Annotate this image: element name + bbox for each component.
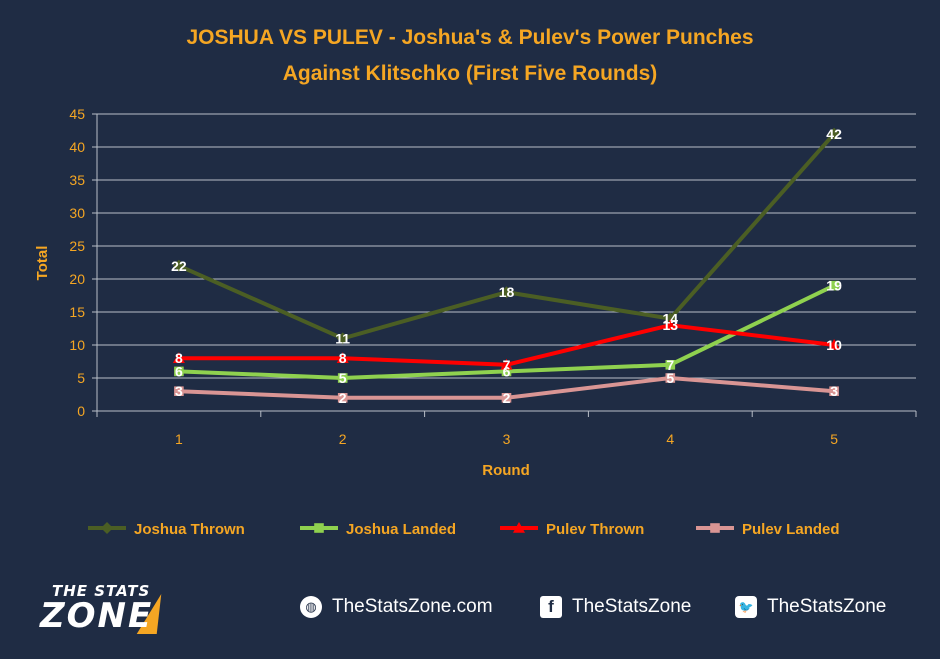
y-tick-label: 25 xyxy=(69,238,85,254)
data-point xyxy=(500,286,513,299)
data-point xyxy=(665,373,676,383)
y-tick-label: 15 xyxy=(69,304,85,320)
facebook-link[interactable]: f TheStatsZone xyxy=(540,596,691,618)
data-point xyxy=(501,366,512,377)
data-point xyxy=(829,386,839,396)
y-tick-label: 5 xyxy=(77,370,85,386)
data-point xyxy=(500,358,513,370)
data-label: 8 xyxy=(339,350,347,366)
data-label: 6 xyxy=(503,363,511,379)
y-tick-label: 20 xyxy=(69,271,85,287)
x-tick-label: 3 xyxy=(503,431,511,447)
chart-title-line2: Against Klitschko (First Five Rounds) xyxy=(283,62,658,85)
legend-entry: Pulev Thrown xyxy=(546,521,644,538)
twitter-icon: 🐦 xyxy=(735,596,757,618)
globe-icon: ◍ xyxy=(300,596,322,618)
y-axis-ticks: 0 5 10 15 20 25 30 35 40 45 xyxy=(69,106,85,419)
data-point xyxy=(829,280,839,291)
legend-entry: Joshua Landed xyxy=(346,521,456,538)
data-label: 42 xyxy=(826,126,842,142)
legend-marker xyxy=(710,523,720,533)
legend: Joshua Thrown Joshua Landed Pulev Thrown Pu… xyxy=(88,521,840,538)
facebook-text: TheStatsZone xyxy=(572,596,692,617)
y-axis-title: Total xyxy=(34,246,51,281)
website-text: TheStatsZone.com xyxy=(332,596,493,617)
series-lines xyxy=(172,127,841,403)
data-point xyxy=(336,332,349,345)
y-tick-label: 45 xyxy=(69,106,85,122)
legend-entry: Pulev Landed xyxy=(742,521,840,538)
data-label: 22 xyxy=(171,258,187,274)
website-link[interactable]: ◍ TheStatsZone.com xyxy=(300,596,493,618)
data-point xyxy=(828,339,841,350)
data-label: 2 xyxy=(339,390,347,406)
data-point xyxy=(664,319,677,330)
data-point xyxy=(664,312,677,325)
data-point xyxy=(336,352,349,363)
chart-title-line1: JOSHUA VS PULEV - Joshua's & Pulev's Pow… xyxy=(186,26,753,49)
y-tick-label: 40 xyxy=(69,139,85,155)
data-label: 11 xyxy=(335,330,350,346)
data-point xyxy=(174,386,184,396)
y-tick-label: 10 xyxy=(69,337,85,353)
stats-zone-logo: THE STATS ZONE xyxy=(40,580,210,640)
y-tick-label: 35 xyxy=(69,172,85,188)
chart: JOSHUA VS PULEV - Joshua's & Pulev's Pow… xyxy=(34,26,917,538)
data-label: 10 xyxy=(826,337,842,353)
data-label: 5 xyxy=(666,370,674,386)
data-label: 7 xyxy=(503,357,511,373)
x-axis-title: Round xyxy=(482,462,529,479)
data-point xyxy=(828,127,841,140)
x-tick-label: 4 xyxy=(666,431,674,447)
data-point xyxy=(172,352,185,363)
legend-marker xyxy=(513,522,525,533)
data-point xyxy=(501,393,512,403)
facebook-icon: f xyxy=(540,596,562,618)
twitter-text: TheStatsZone xyxy=(767,596,887,617)
twitter-link[interactable]: 🐦 TheStatsZone xyxy=(735,596,886,618)
data-label: 3 xyxy=(830,383,838,399)
legend-marker xyxy=(314,523,324,533)
gridlines xyxy=(92,113,917,417)
x-tick-label: 5 xyxy=(830,431,838,447)
data-label: 8 xyxy=(175,350,183,366)
logo-top-text: THE STATS xyxy=(52,582,151,600)
data-label: 19 xyxy=(826,278,842,294)
data-point xyxy=(337,373,348,383)
data-label: 2 xyxy=(503,390,511,406)
data-label: 5 xyxy=(339,370,347,386)
data-label: 14 xyxy=(663,311,679,327)
x-tick-label: 1 xyxy=(175,431,183,447)
y-tick-label: 30 xyxy=(69,205,85,221)
legend-entry: Joshua Thrown xyxy=(134,521,245,538)
data-label: 13 xyxy=(663,317,679,333)
logo-main-text: ZONE xyxy=(40,596,154,636)
series-line xyxy=(178,132,836,341)
footer: THE STATS ZONE ◍ TheStatsZone.com f TheS… xyxy=(0,570,940,650)
data-label: 18 xyxy=(499,284,515,300)
data-label: 7 xyxy=(666,357,674,373)
legend-marker xyxy=(101,522,113,534)
data-point xyxy=(337,393,348,403)
data-point xyxy=(172,259,185,272)
data-point xyxy=(665,360,676,370)
data-point xyxy=(174,366,184,377)
y-tick-label: 0 xyxy=(77,403,85,419)
x-axis-ticks: 1 2 3 4 5 xyxy=(175,431,838,447)
x-tick-label: 2 xyxy=(339,431,347,447)
data-label: 3 xyxy=(175,383,183,399)
data-label: 6 xyxy=(175,363,183,379)
